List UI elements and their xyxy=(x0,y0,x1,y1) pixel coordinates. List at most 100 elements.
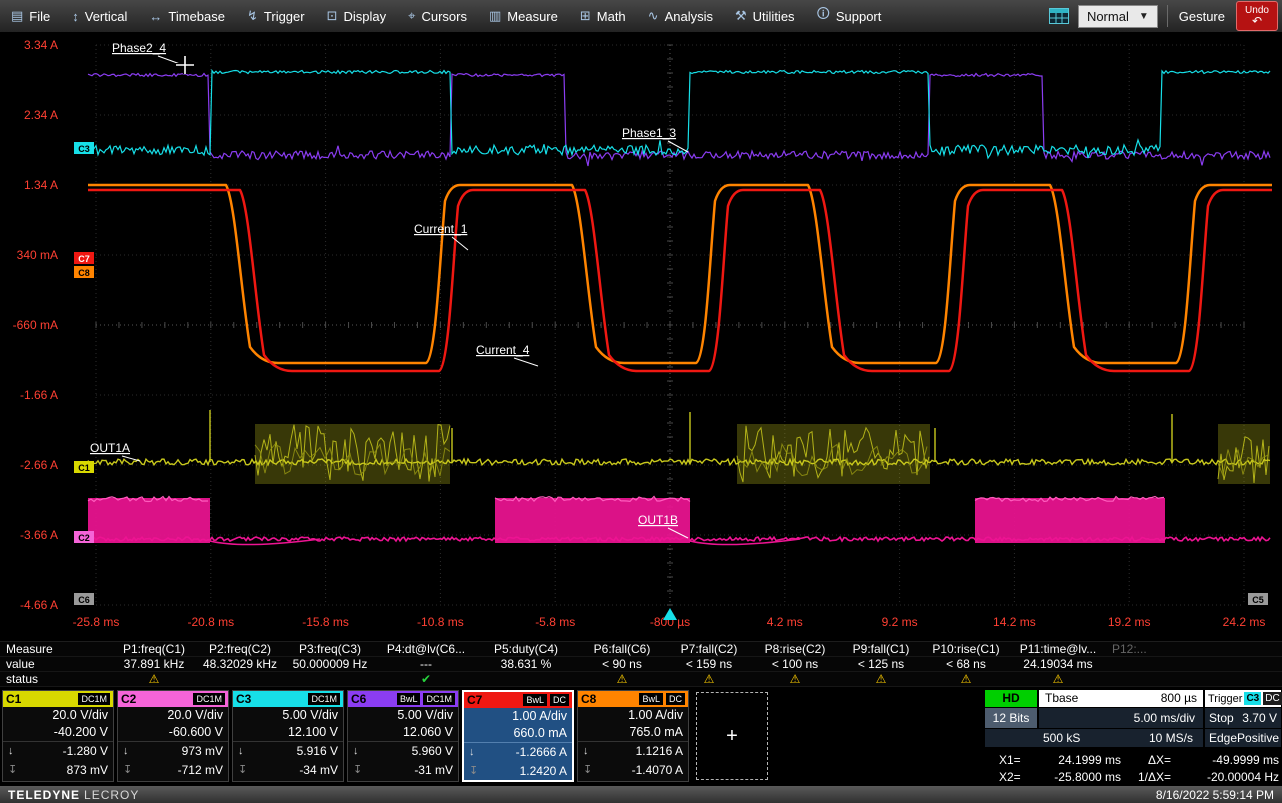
meas2-value: -34 mV xyxy=(299,763,338,777)
channel-marker-c7[interactable]: C7 xyxy=(74,252,94,264)
measure-p7-status: ⚠ xyxy=(666,672,752,687)
invdx-label: 1/ΔX= xyxy=(1137,770,1171,784)
trace-c1-out1a xyxy=(87,410,1271,484)
sample-info: 500 kS 10 MS/s xyxy=(985,729,1203,747)
level-down-icon: ↓ xyxy=(353,745,359,757)
channel-marker-c5[interactable]: C5 xyxy=(1248,593,1268,605)
channel-descriptor-c8[interactable]: C8 BwL DC 1.00 A/div 765.0 mA ↓ 1.1216 A ↧ -1.40… xyxy=(577,690,689,782)
menu-item-vertical[interactable]: ↕ Vertical xyxy=(61,0,138,32)
channel-header-c3: C3 DC1M xyxy=(233,691,343,707)
x1-label: X1= xyxy=(999,753,1021,767)
y-axis-label: 340 mA xyxy=(17,248,58,262)
channel-id: C8 xyxy=(581,692,597,706)
channel-marker-c6[interactable]: C6 xyxy=(74,593,94,605)
channel-offset: 12.060 V xyxy=(402,725,453,739)
measure-p1-header[interactable]: P1:freq(C1) xyxy=(110,642,198,657)
measure-p12-header[interactable]: P12:... xyxy=(1108,642,1282,657)
cursors-icon: ⌖ xyxy=(408,8,416,23)
channel-offset: 765.0 mA xyxy=(629,725,683,739)
trigger-mode-dropdown[interactable]: Normal ▼ xyxy=(1077,4,1158,28)
channel-header-c1: C1 DC1M xyxy=(3,691,113,707)
check-icon: ✔ xyxy=(420,672,432,686)
meas1-value: 5.916 V xyxy=(296,744,338,758)
channel-descriptor-c7[interactable]: C7 BwL DC 1.00 A/div 660.0 mA ↓ -1.2666 A ↧ 1.24… xyxy=(462,690,574,782)
channel-descriptor-c3[interactable]: C3 DC1M 5.00 V/div 12.100 V ↓ 5.916 V ↧ -34 mV xyxy=(232,690,344,782)
measure-p6-header[interactable]: P6:fall(C6) xyxy=(578,642,666,657)
menu-item-utilities[interactable]: ⚒ Utilities xyxy=(724,0,806,32)
math-icon: ⊞ xyxy=(579,8,591,23)
svg-text:C2: C2 xyxy=(78,533,90,543)
summary-table-icon xyxy=(1048,8,1069,24)
trigger-type-slope: Edge Positive xyxy=(1205,729,1281,747)
menu-item-trigger[interactable]: ↯ Trigger xyxy=(236,0,316,32)
measure-p10-header[interactable]: P10:rise(C1) xyxy=(924,642,1008,657)
channel-marker-c2[interactable]: C2 xyxy=(74,531,94,543)
trigger-time-marker[interactable] xyxy=(663,608,677,620)
measure-p7-value: < 159 ns xyxy=(666,657,752,672)
add-trace-button[interactable]: + xyxy=(696,692,768,780)
menu-item-label: Vertical xyxy=(84,8,128,24)
menu-item-display[interactable]: ⊡ Display xyxy=(316,0,398,32)
menu-item-analysis[interactable]: ∿ Analysis xyxy=(637,0,724,32)
undo-button[interactable]: Undo ↶ xyxy=(1236,1,1278,31)
menu-item-measure[interactable]: ▥ Measure xyxy=(478,0,569,32)
waveform-display[interactable]: 3.34 A 2.34 A 1.34 A 340 mA -660 mA -1.66 A -2… xyxy=(0,36,1282,640)
measure-p11-header[interactable]: P11:time@lv... xyxy=(1008,642,1108,657)
menu-item-file[interactable]: ▤ File xyxy=(0,0,61,32)
menu-item-label: Analysis xyxy=(664,8,713,24)
channel-descriptor-c6[interactable]: C6 BwL DC1M 5.00 V/div 12.060 V ↓ 5.960 V ↧ -31 … xyxy=(347,690,459,782)
level-base-icon: ↧ xyxy=(238,764,248,776)
svg-text:C1: C1 xyxy=(78,463,90,473)
measure-p8-value: < 100 ns xyxy=(752,657,838,672)
trace-label-out1a: OUT1A xyxy=(90,441,141,462)
file-icon: ▤ xyxy=(11,8,24,23)
menu-item-cursors[interactable]: ⌖ Cursors xyxy=(397,0,478,32)
channel-meas-2: ↧ 873 mV xyxy=(3,761,113,780)
measure-p4-header[interactable]: P4:dt@lv(C6... xyxy=(378,642,474,657)
svg-text:OUT1A: OUT1A xyxy=(90,441,130,455)
trace-label-phase1_3: Phase1_3 xyxy=(622,126,689,153)
meas2-value: -712 mV xyxy=(177,763,223,777)
measure-p8-header[interactable]: P8:rise(C2) xyxy=(752,642,838,657)
meas2-value: 1.2420 A xyxy=(519,764,567,778)
svg-text:C5: C5 xyxy=(1252,595,1264,605)
measure-p10-status: ⚠ xyxy=(924,672,1008,687)
measure-p5-header[interactable]: P5:duty(C4) xyxy=(474,642,578,657)
x-axis-label: 9.2 ms xyxy=(882,615,918,629)
trace-c2-out1b xyxy=(87,495,1271,546)
trace-label-out1b: OUT1B xyxy=(638,513,689,539)
channel-meas-1: ↓ 973 mV xyxy=(118,741,228,761)
menu-item-support[interactable]: 🛈 Support xyxy=(806,0,893,32)
measure-p4-status: ✔ xyxy=(378,672,474,687)
coupling-badge: DC1M xyxy=(78,693,110,705)
y-axis-label: -4.66 A xyxy=(20,598,58,612)
channel-marker-c3[interactable]: C3 xyxy=(74,142,94,154)
channel-id: C7 xyxy=(467,693,483,707)
channel-marker-c8[interactable]: C8 xyxy=(74,266,94,278)
trace-c7-current_1 xyxy=(88,188,1272,373)
menu-item-timebase[interactable]: ↔ Timebase xyxy=(138,0,236,32)
trigger-box[interactable]: Trigger C3 DC xyxy=(1205,690,1282,707)
channel-marker-c1[interactable]: C1 xyxy=(74,461,94,473)
level-down-icon: ↓ xyxy=(238,745,244,757)
measure-p2-header[interactable]: P2:freq(C2) xyxy=(198,642,282,657)
coupling-badge: DC1M xyxy=(308,693,340,705)
channel-descriptor-c2[interactable]: C2 DC1M 20.0 V/div -60.600 V ↓ 973 mV ↧ -712 mV xyxy=(117,690,229,782)
measure-p7-header[interactable]: P7:fall(C2) xyxy=(666,642,752,657)
menu-item-math[interactable]: ⊞ Math xyxy=(569,0,637,32)
timebase-box[interactable]: Tbase 800 µs xyxy=(1039,690,1203,707)
measure-p3-header[interactable]: P3:freq(C3) xyxy=(282,642,378,657)
coupling-badge: BwL xyxy=(523,694,547,706)
status-bar: TELEDYNE LECROY 8/16/2022 5:59:14 PM xyxy=(0,786,1282,803)
channel-descriptor-c1[interactable]: C1 DC1M 20.0 V/div -40.200 V ↓ -1.280 V ↧ 873 m… xyxy=(2,690,114,782)
y-axis-label: -1.66 A xyxy=(20,388,58,402)
gesture-button[interactable]: Gesture xyxy=(1178,8,1225,24)
menu-items: ▤ File ↕ Vertical ↔ Timebase ↯ Trigger ⊡ Display ⌖… xyxy=(0,0,892,32)
channel-header-c2: C2 DC1M xyxy=(118,691,228,707)
summary-table-button[interactable] xyxy=(1048,8,1069,24)
x2-value: -25.8000 ms xyxy=(1054,770,1121,784)
level-base-icon: ↧ xyxy=(8,764,18,776)
measure-p10-value: < 68 ns xyxy=(924,657,1008,672)
display-icon: ⊡ xyxy=(326,8,338,23)
measure-p9-header[interactable]: P9:fall(C1) xyxy=(838,642,924,657)
